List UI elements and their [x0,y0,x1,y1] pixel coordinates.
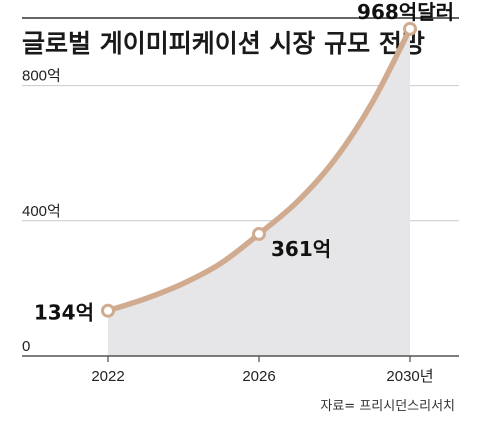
source-label: 자료= 프리시던스리서치 [320,399,455,414]
data-label-2022: 134억 [34,301,94,325]
x-tick-label-0: 2022 [91,368,124,385]
tick-labels: 0 400억 800억 2022 2026 2030년 [22,68,434,385]
y-tick-label-1: 400억 [22,203,61,220]
chart-title: 글로벌 게이미피케이션 시장 규모 전망 [22,29,425,58]
area-fill-layer [108,28,410,356]
data-points [101,21,417,318]
axis-lines [22,355,459,362]
y-tick-label-0: 0 [22,338,30,355]
data-label-2026: 361억 [271,237,331,261]
x-tick-label-1: 2026 [242,368,275,385]
x-tick-label-2: 2030년 [386,368,433,385]
data-point-2022 [101,303,115,318]
data-labels: 134억 361억 968억달러 [34,0,454,325]
data-label-2030: 968억달러 [357,0,454,24]
y-tick-label-2: 800억 [22,68,61,85]
data-point-2030 [403,21,417,36]
series-area-fill [108,28,410,356]
data-point-2026 [252,226,266,241]
